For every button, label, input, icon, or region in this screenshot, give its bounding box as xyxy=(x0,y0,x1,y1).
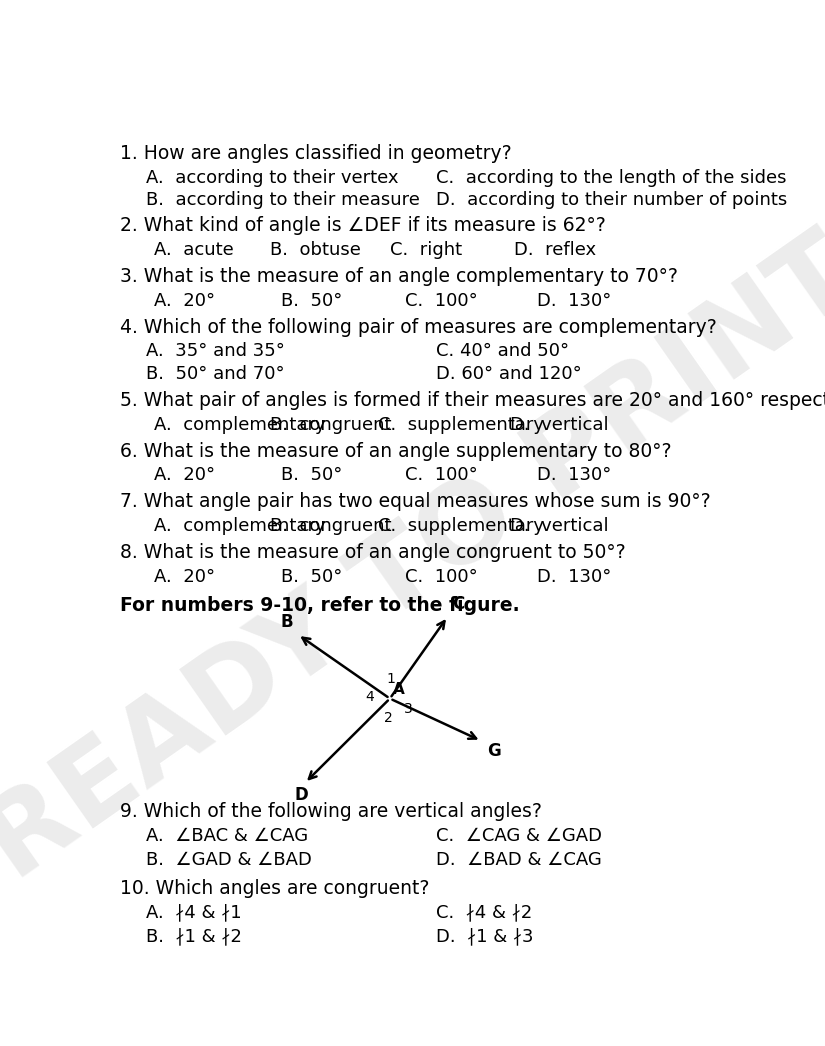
Text: 6. What is the measure of an angle supplementary to 80°?: 6. What is the measure of an angle suppl… xyxy=(120,441,672,460)
Text: C. 40° and 50°: C. 40° and 50° xyxy=(436,342,569,361)
Text: 3. What is the measure of an angle complementary to 70°?: 3. What is the measure of an angle compl… xyxy=(120,267,678,286)
Text: B.  50° and 70°: B. 50° and 70° xyxy=(146,365,285,383)
Text: C.  ∠CAG & ∠GAD: C. ∠CAG & ∠GAD xyxy=(436,827,602,845)
Text: A.  ∤4 & ∤1: A. ∤4 & ∤1 xyxy=(146,904,242,922)
Text: B.  50°: B. 50° xyxy=(281,292,342,310)
Text: B.  ∠GAD & ∠BAD: B. ∠GAD & ∠BAD xyxy=(146,850,312,869)
Text: C.  according to the length of the sides: C. according to the length of the sides xyxy=(436,168,787,187)
Text: B.  congruent: B. congruent xyxy=(270,517,391,535)
Text: D.  130°: D. 130° xyxy=(537,292,611,310)
Text: D.  reflex: D. reflex xyxy=(514,241,596,259)
Text: A.  complementary: A. complementary xyxy=(153,517,325,535)
Text: C.  supplementary: C. supplementary xyxy=(378,517,544,535)
Text: 2. What kind of angle is ∠DEF if its measure is 62°?: 2. What kind of angle is ∠DEF if its mea… xyxy=(120,217,606,235)
Text: 2: 2 xyxy=(384,711,393,725)
Text: C.  supplementary: C. supplementary xyxy=(378,415,544,434)
Text: D.  130°: D. 130° xyxy=(537,467,611,484)
Text: D.  130°: D. 130° xyxy=(537,568,611,586)
Text: C.  100°: C. 100° xyxy=(405,568,478,586)
Text: 10. Which angles are congruent?: 10. Which angles are congruent? xyxy=(120,879,430,897)
Text: 4. Which of the following pair of measures are complementary?: 4. Which of the following pair of measur… xyxy=(120,318,717,337)
Text: B: B xyxy=(280,613,293,632)
Text: 1: 1 xyxy=(386,673,395,686)
Text: READY TO PRINT: READY TO PRINT xyxy=(0,220,825,903)
Text: B.  congruent: B. congruent xyxy=(270,415,391,434)
Text: B.  ∤1 & ∤2: B. ∤1 & ∤2 xyxy=(146,927,242,946)
Text: D.  ∠BAD & ∠CAG: D. ∠BAD & ∠CAG xyxy=(436,850,602,869)
Text: C.  ∤4 & ∤2: C. ∤4 & ∤2 xyxy=(436,904,533,922)
Text: 4: 4 xyxy=(365,690,375,704)
Text: 5. What pair of angles is formed if their measures are 20° and 160° respectively: 5. What pair of angles is formed if thei… xyxy=(120,391,825,410)
Text: 9. Which of the following are vertical angles?: 9. Which of the following are vertical a… xyxy=(120,802,542,821)
Text: D.  vertical: D. vertical xyxy=(510,517,609,535)
Text: B.  according to their measure: B. according to their measure xyxy=(146,191,420,209)
Text: A.  20°: A. 20° xyxy=(153,292,214,310)
Text: B.  obtuse: B. obtuse xyxy=(270,241,361,259)
Text: A.  35° and 35°: A. 35° and 35° xyxy=(146,342,285,361)
Text: A.  acute: A. acute xyxy=(153,241,233,259)
Text: B.  50°: B. 50° xyxy=(281,467,342,484)
Text: G: G xyxy=(488,743,501,760)
Text: 1. How are angles classified in geometry?: 1. How are angles classified in geometry… xyxy=(120,144,511,163)
Text: D.  according to their number of points: D. according to their number of points xyxy=(436,191,788,209)
Text: D.  ∤1 & ∤3: D. ∤1 & ∤3 xyxy=(436,927,534,946)
Text: A.  complementary: A. complementary xyxy=(153,415,325,434)
Text: A: A xyxy=(393,682,405,697)
Text: C.  right: C. right xyxy=(390,241,462,259)
Text: C.  100°: C. 100° xyxy=(405,292,478,310)
Text: D.  vertical: D. vertical xyxy=(510,415,609,434)
Text: A.  20°: A. 20° xyxy=(153,568,214,586)
Text: C: C xyxy=(452,595,464,613)
Text: B.  50°: B. 50° xyxy=(281,568,342,586)
Text: A.  20°: A. 20° xyxy=(153,467,214,484)
Text: 3: 3 xyxy=(403,702,412,715)
Text: 8. What is the measure of an angle congruent to 50°?: 8. What is the measure of an angle congr… xyxy=(120,543,626,562)
Text: C.  100°: C. 100° xyxy=(405,467,478,484)
Text: A.  ∠BAC & ∠CAG: A. ∠BAC & ∠CAG xyxy=(146,827,308,845)
Text: For numbers 9-10, refer to the figure.: For numbers 9-10, refer to the figure. xyxy=(120,595,520,615)
Text: A.  according to their vertex: A. according to their vertex xyxy=(146,168,398,187)
Text: D: D xyxy=(295,786,309,804)
Text: D. 60° and 120°: D. 60° and 120° xyxy=(436,365,582,383)
Text: 7. What angle pair has two equal measures whose sum is 90°?: 7. What angle pair has two equal measure… xyxy=(120,493,711,511)
